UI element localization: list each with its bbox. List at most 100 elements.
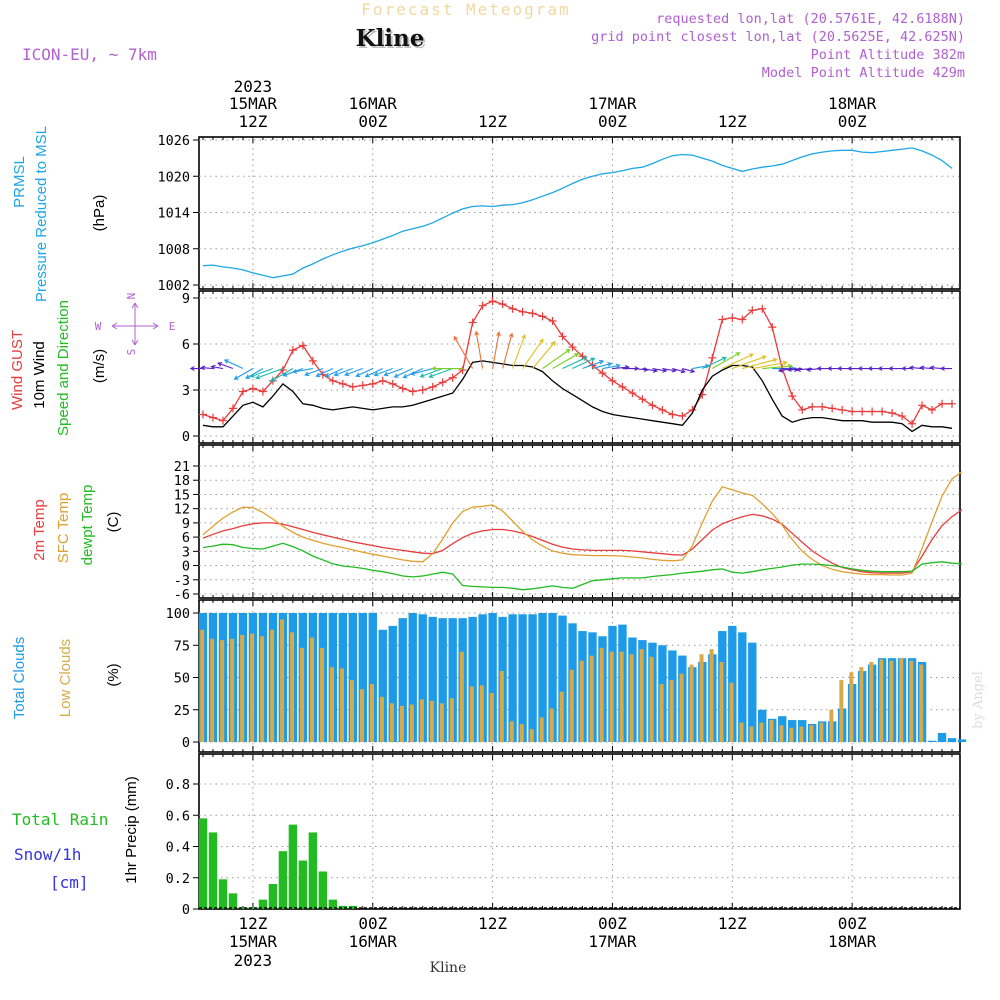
rain-bar	[318, 871, 328, 909]
rain-bar	[258, 899, 268, 909]
wind-direction-arrow	[200, 365, 214, 371]
wind-gust-point	[948, 399, 957, 408]
low-cloud-bar	[479, 685, 484, 742]
wind-gust-point	[488, 297, 497, 306]
total-cloud-bar	[558, 615, 567, 742]
low-cloud-bar	[829, 709, 834, 742]
rain-bar	[298, 860, 308, 909]
temp-sfc-label: SFC Temp	[55, 493, 72, 564]
low-cloud-bar	[669, 680, 674, 742]
rain-bar	[268, 884, 278, 909]
temp-2m-line	[202, 509, 963, 574]
compass-south: S	[125, 349, 138, 356]
wind-gust-point	[498, 300, 507, 309]
low-cloud-bar	[330, 667, 335, 742]
wind-gust-point	[608, 376, 617, 385]
low-cloud-bar	[749, 726, 754, 742]
low-cloud-bar	[509, 721, 514, 742]
low-cloud-bar	[519, 723, 524, 742]
low-clouds-label: Low Clouds	[57, 639, 74, 717]
total-cloud-bar	[408, 613, 417, 742]
total-cloud-bar	[748, 642, 757, 742]
wind-direction-arrow	[777, 367, 793, 373]
bottom-hour-label: 00Z	[838, 914, 867, 933]
wind-panel: 0 3 6 9	[182, 290, 961, 445]
place-title: Kline	[356, 25, 425, 52]
precip-unit-label: 1hr Precip (mm)	[123, 776, 140, 884]
wind-direction-arrow	[919, 365, 933, 371]
low-cloud-bar	[899, 658, 904, 742]
wind-gust-point	[918, 401, 927, 410]
wind-direction-arrow	[364, 368, 383, 378]
low-cloud-bar	[769, 720, 774, 742]
precip-ytick-label: 0.2	[166, 871, 190, 887]
total-cloud-bar	[738, 632, 747, 742]
panels-layer: 100210081014102010260369-6-3036912151821…	[157, 133, 967, 918]
wind-gust-point	[548, 317, 557, 325]
low-cloud-bar	[250, 633, 255, 742]
wind-gust-point	[308, 356, 317, 365]
bottom-day-label: 18MAR	[828, 932, 877, 951]
wind-direction-arrow	[189, 366, 203, 371]
wind-direction-arrow	[752, 360, 788, 370]
low-cloud-bar	[699, 654, 704, 742]
wind-gust-point	[598, 369, 607, 378]
temp-unit-label: (C)	[105, 512, 122, 533]
low-cloud-bar	[379, 696, 384, 742]
wind-direction-arrow	[722, 353, 754, 370]
temp-ytick-label: 3	[182, 544, 190, 560]
wind-direction-arrow	[373, 368, 393, 377]
prmsl-label: PRMSL	[11, 156, 28, 208]
wind-gust-point	[768, 323, 777, 332]
temp-2m-label: 2m Temp	[31, 499, 48, 560]
rain-bar	[288, 824, 298, 909]
bottom-day-label: 17MAR	[588, 932, 637, 951]
clouds-ytick-label: 25	[174, 703, 190, 719]
wind-gust-point	[818, 402, 827, 411]
wind-direction-arrow	[245, 368, 264, 379]
wind-direction-arrow	[383, 368, 403, 377]
model-altitude: Model Point Altitude 429m	[762, 65, 965, 81]
wind-direction-arrow	[502, 332, 514, 369]
pressure-msl-label: Pressure Reduced to MSL	[33, 126, 50, 302]
wind-direction-arrow	[702, 356, 727, 370]
wind-gust-point	[558, 332, 567, 341]
low-cloud-bar	[599, 647, 604, 742]
rain-bar	[208, 832, 218, 909]
wind-gust-point	[938, 399, 947, 408]
total-cloud-bar	[927, 740, 937, 742]
pressure-ytick-label: 1002	[157, 278, 190, 294]
clouds-ytick-label: 75	[174, 638, 190, 654]
wind-gust-point	[468, 318, 477, 327]
low-cloud-bar	[839, 680, 844, 742]
wind-direction-arrow	[419, 368, 443, 378]
low-cloud-bar	[919, 664, 924, 742]
temp-dewpt-label: dewpt Temp	[79, 485, 96, 566]
low-cloud-bar	[609, 651, 614, 742]
wind-direction-arrow	[453, 335, 474, 369]
low-cloud-bar	[350, 680, 354, 742]
total-cloud-bar	[358, 613, 367, 742]
wind-direction-arrow	[210, 364, 224, 370]
low-cloud-bar	[819, 722, 824, 742]
low-cloud-bar	[869, 662, 874, 742]
low-cloud-bar	[659, 683, 664, 742]
low-cloud-bar	[709, 649, 714, 742]
wind-gust-point	[228, 404, 237, 413]
low-cloud-bar	[260, 636, 265, 742]
pressure-ytick-label: 1008	[157, 242, 190, 258]
wind-gust-point	[408, 387, 417, 396]
wind-gust-point	[538, 312, 547, 321]
low-cloud-bar	[569, 669, 574, 742]
wind-gust-point	[898, 412, 907, 421]
total-cloud-bar	[388, 625, 397, 742]
top-day-label: 15MAR	[229, 94, 278, 113]
clouds-unit-label: (%)	[105, 663, 122, 686]
pressure-ytick-label: 1020	[157, 169, 190, 185]
precip-ytick-label: 0.6	[166, 808, 190, 824]
low-cloud-bar	[529, 729, 534, 742]
low-cloud-bar	[679, 673, 684, 742]
wind-gust-point	[908, 419, 917, 428]
precip-panel: 0 0.2 0.4 0.6 0.8	[166, 753, 961, 918]
